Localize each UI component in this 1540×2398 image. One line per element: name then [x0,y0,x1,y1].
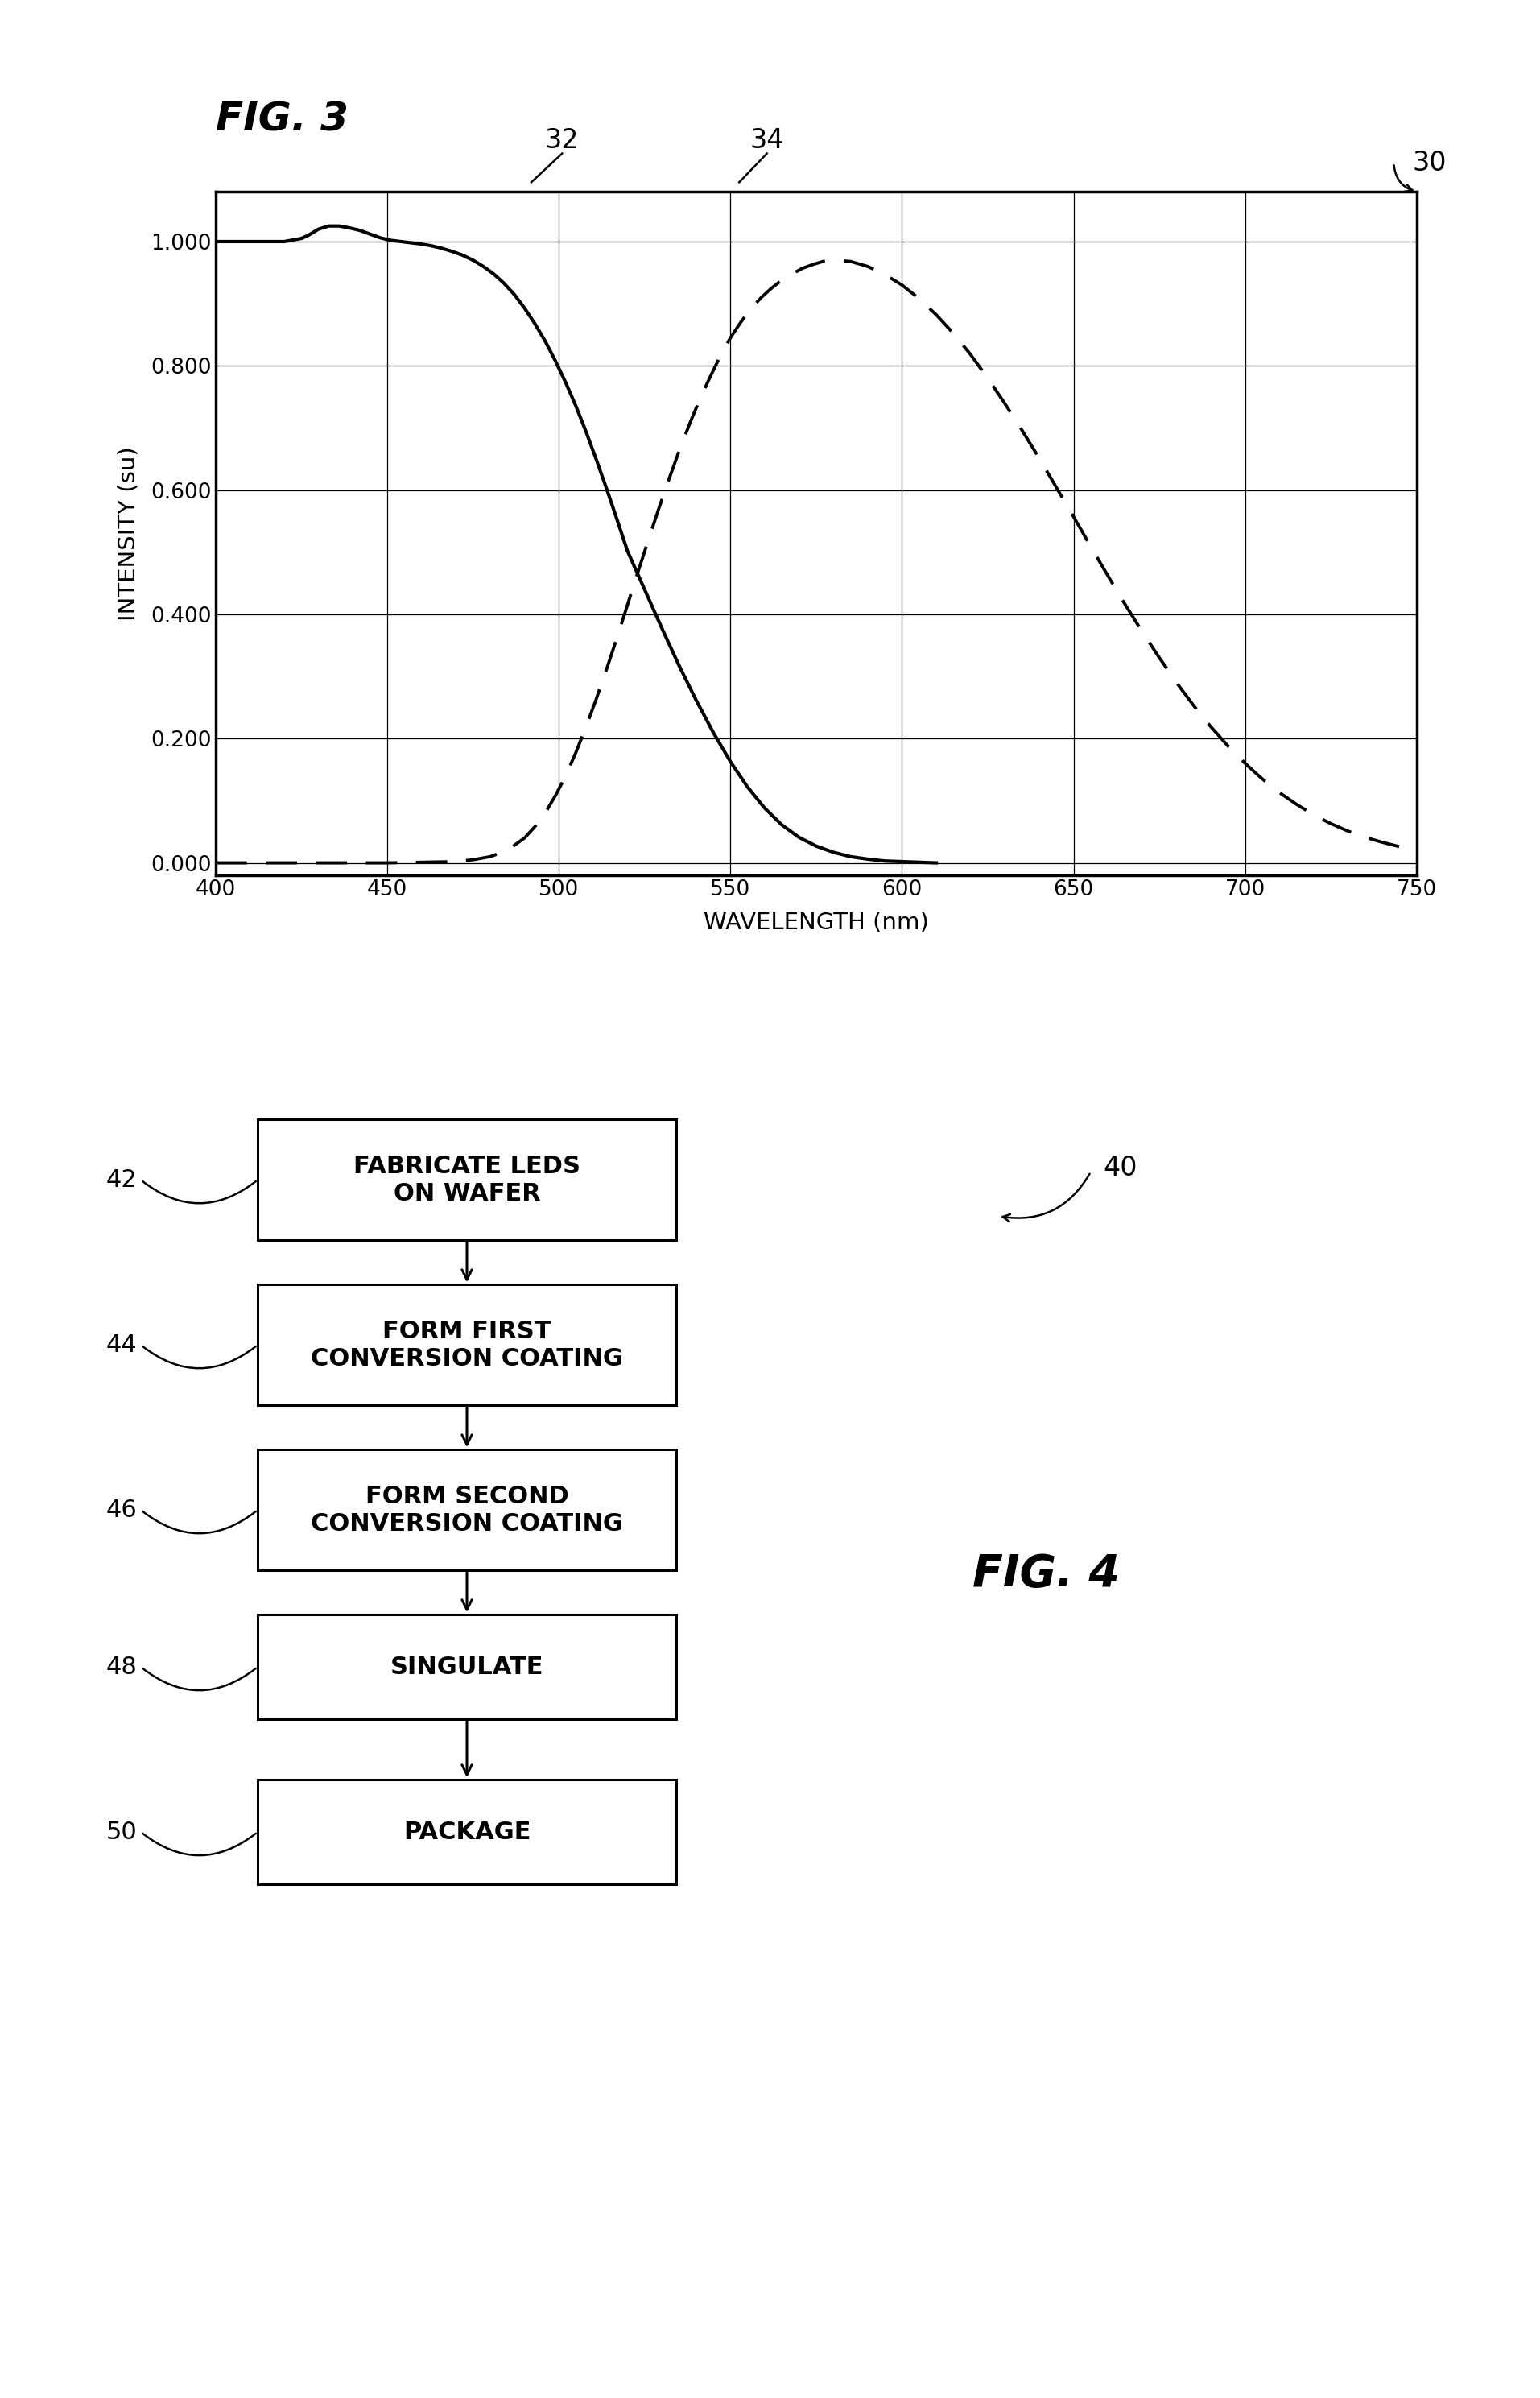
Bar [257,1779,676,1885]
Y-axis label: INTENSITY (su): INTENSITY (su) [117,446,140,621]
Text: 44: 44 [106,1333,137,1357]
Text: 42: 42 [106,1168,137,1192]
Text: 50: 50 [106,1820,137,1844]
Bar [257,1451,676,1571]
Text: 40: 40 [1103,1153,1137,1182]
FancyArrowPatch shape [143,1511,256,1532]
Bar [257,1120,676,1240]
Text: SINGULATE: SINGULATE [390,1655,544,1679]
Bar [257,1285,676,1405]
Text: 34: 34 [750,127,784,153]
Text: FORM SECOND
CONVERSION COATING: FORM SECOND CONVERSION COATING [311,1484,624,1535]
FancyArrowPatch shape [1003,1173,1090,1221]
FancyArrowPatch shape [1394,165,1412,192]
Text: 32: 32 [545,127,579,153]
FancyArrowPatch shape [143,1834,256,1856]
Text: 46: 46 [106,1499,137,1523]
Text: 48: 48 [106,1655,137,1679]
FancyArrowPatch shape [143,1669,256,1691]
FancyArrowPatch shape [143,1345,256,1369]
Text: FORM FIRST
CONVERSION COATING: FORM FIRST CONVERSION COATING [311,1319,624,1369]
Text: PACKAGE: PACKAGE [403,1820,531,1844]
X-axis label: WAVELENGTH (nm): WAVELENGTH (nm) [704,911,929,933]
Bar [257,1614,676,1719]
Text: FIG. 3: FIG. 3 [216,101,348,139]
Text: FIG. 4: FIG. 4 [973,1552,1120,1597]
FancyArrowPatch shape [143,1182,256,1204]
Text: FABRICATE LEDS
ON WAFER: FABRICATE LEDS ON WAFER [353,1156,581,1206]
Text: 30: 30 [1412,149,1446,177]
